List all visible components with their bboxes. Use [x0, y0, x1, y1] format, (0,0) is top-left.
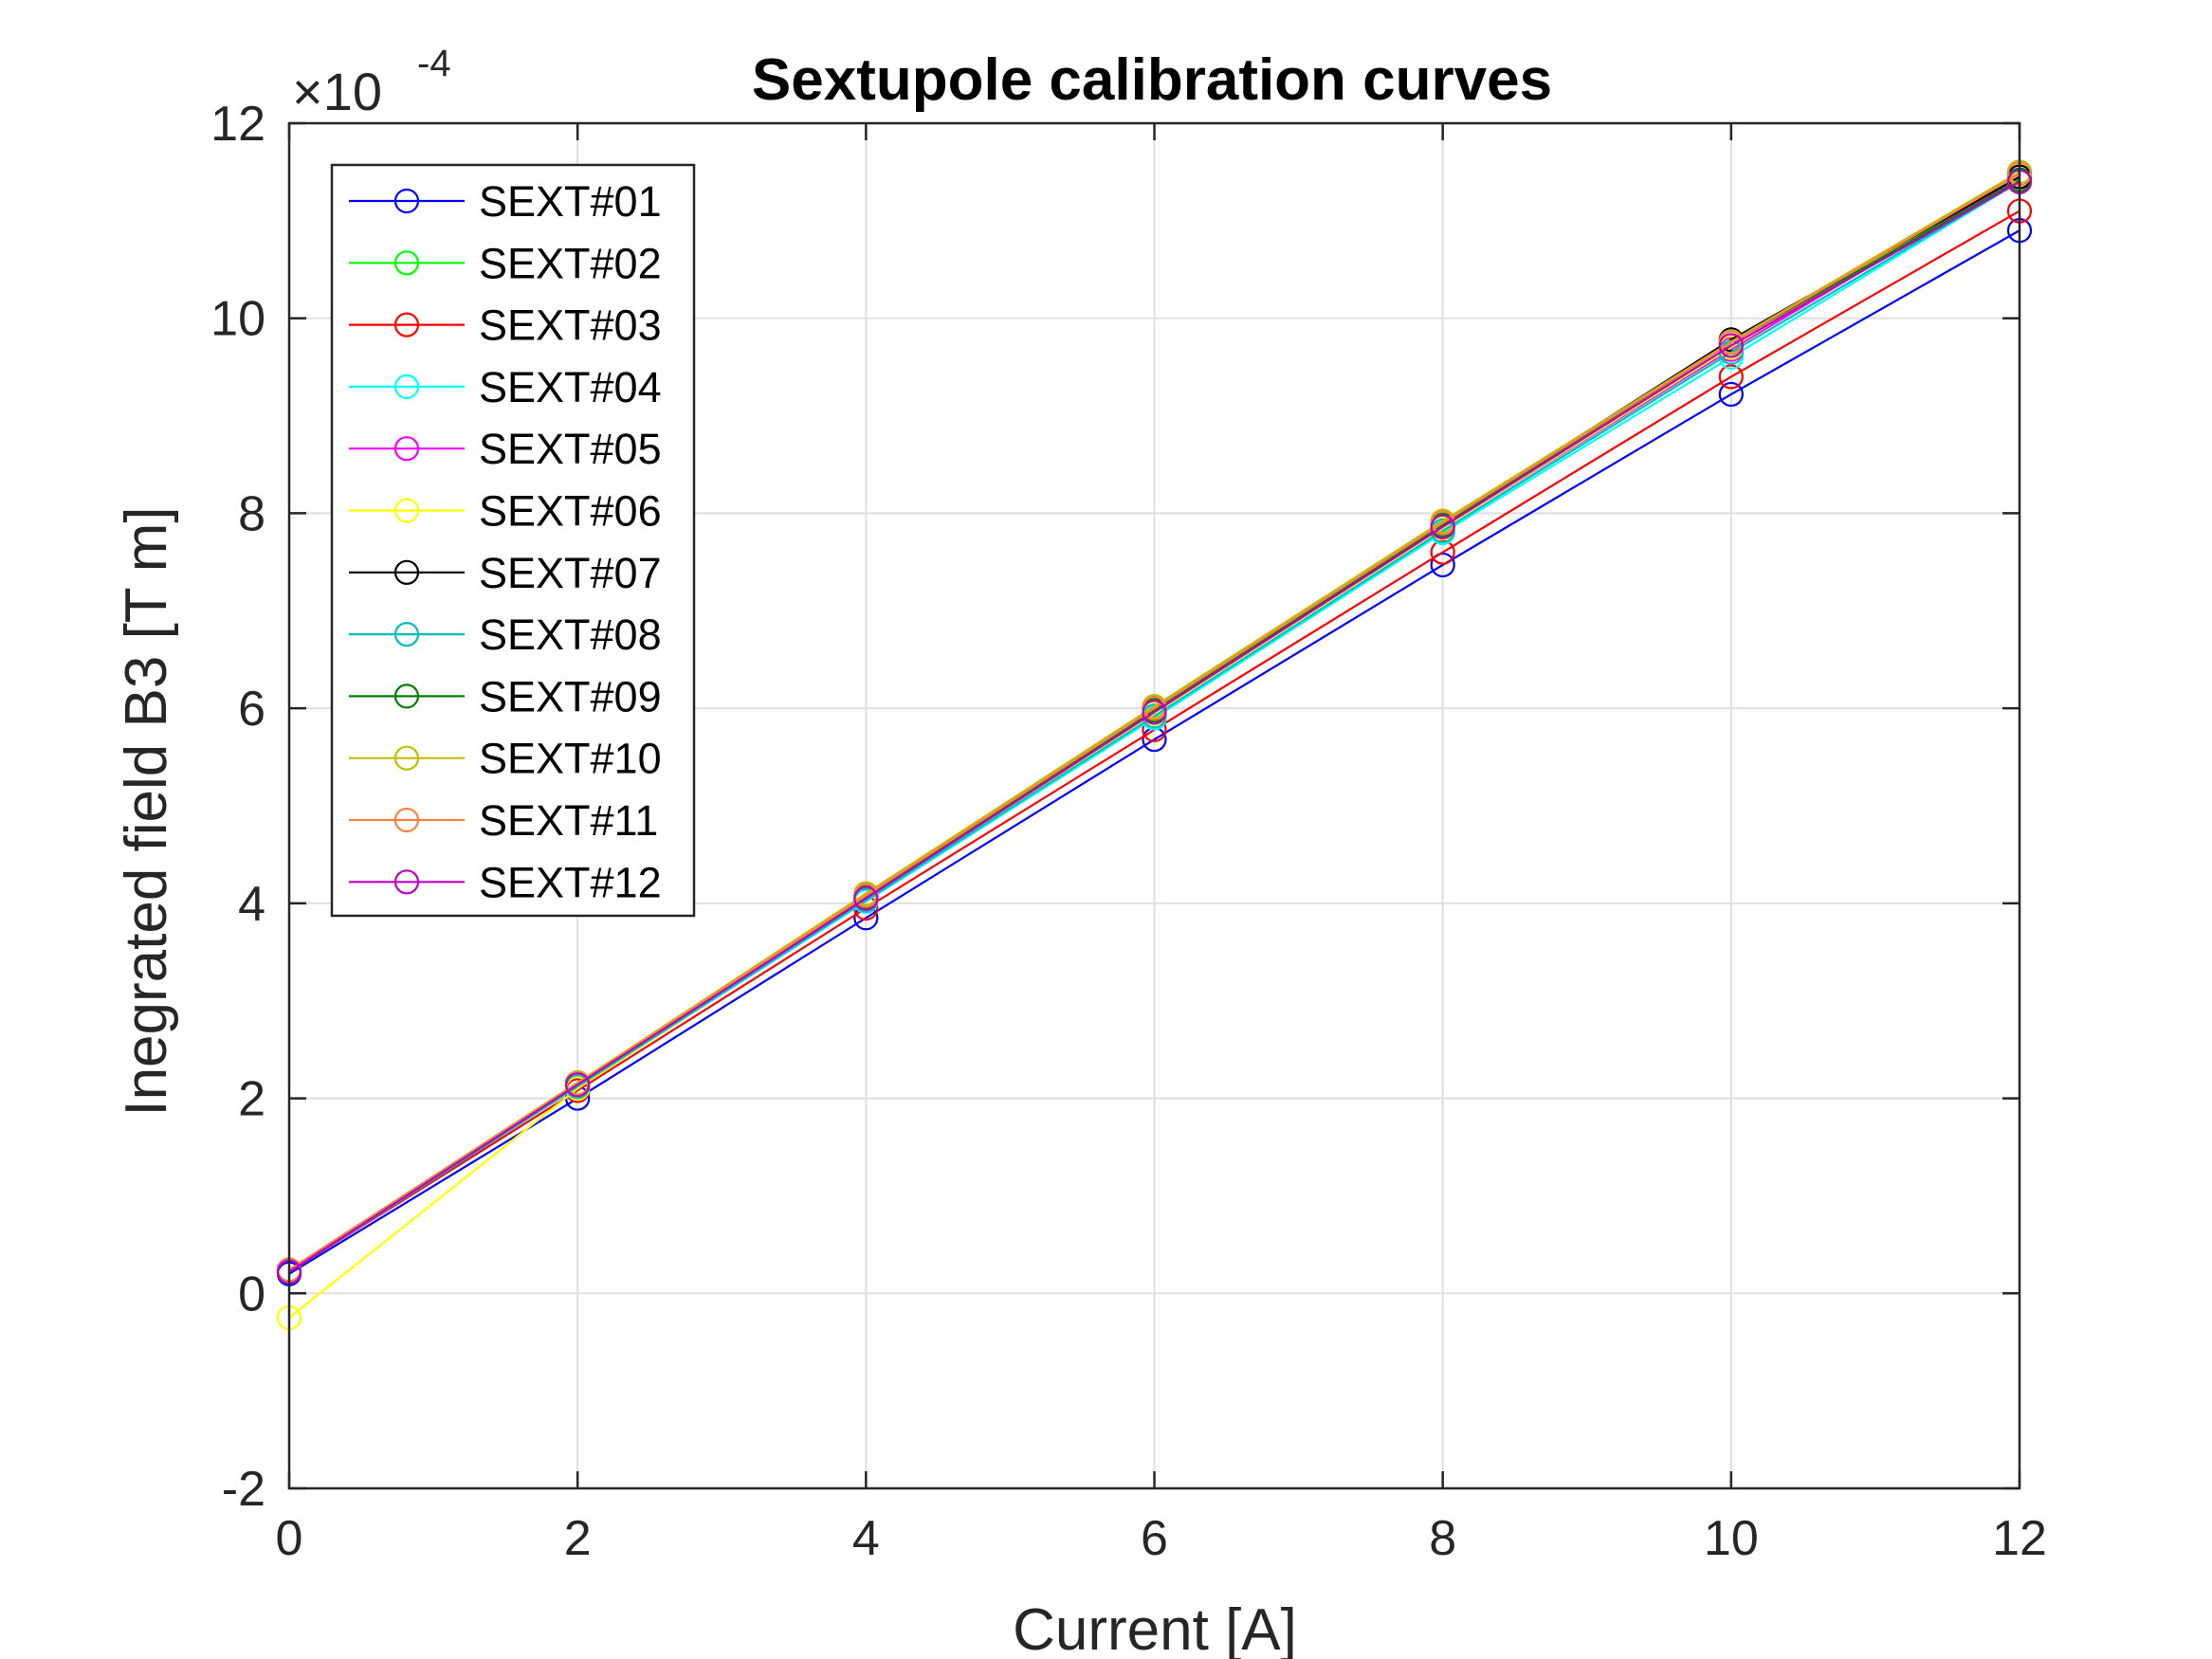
- data-point: [1718, 364, 1744, 390]
- legend-entry: SEXT#08: [349, 611, 662, 659]
- legend-marker: [393, 869, 420, 895]
- y-tick-label: 12: [210, 97, 265, 152]
- x-tick-label: 2: [564, 1511, 592, 1566]
- legend-marker: [393, 559, 420, 585]
- y-tick-label: -2: [222, 1462, 265, 1517]
- legend-label: SEXT#06: [479, 487, 662, 536]
- x-tick-label: 6: [1141, 1511, 1168, 1566]
- plot-series: [276, 159, 2033, 1331]
- data-point: [565, 1072, 591, 1098]
- y-tick-label: 6: [238, 682, 265, 737]
- legend-marker: [393, 745, 420, 771]
- legend-entry: SEXT#01: [349, 177, 662, 226]
- legend-entry: SEXT#11: [349, 796, 658, 845]
- legend-entry: SEXT#06: [349, 487, 662, 536]
- legend-marker: [393, 621, 420, 647]
- legend-entries: SEXT#01 SEXT#02 SEXT#03 SEXT#04 SEXT#05 SEXT#…: [349, 177, 662, 906]
- legend-entry: SEXT#10: [349, 735, 662, 783]
- legend-label: SEXT#02: [479, 239, 662, 287]
- legend-label: SEXT#09: [479, 672, 662, 720]
- x-axis-label: Current [A]: [1013, 1597, 1297, 1659]
- legend-box: [330, 163, 696, 918]
- series-line: [288, 180, 2020, 1273]
- legend-marker: [393, 436, 420, 462]
- legend-label: SEXT#11: [479, 796, 658, 845]
- legend-marker: [393, 188, 420, 214]
- x-tick-label: 8: [1429, 1511, 1456, 1566]
- legend-entry: SEXT#07: [349, 549, 662, 597]
- legend-marker: [393, 684, 420, 709]
- legend-entry: SEXT#05: [349, 425, 662, 473]
- legend-marker: [393, 807, 420, 833]
- x-tick-label: 4: [852, 1511, 880, 1566]
- chart-title: Sextupole calibration curves: [752, 47, 1552, 113]
- y-axis-exponent-base: ×10: [292, 62, 382, 121]
- data-point: [1430, 539, 1455, 565]
- y-tick-label: 0: [238, 1267, 265, 1322]
- legend-marker: [393, 374, 420, 399]
- legend-label: SEXT#03: [479, 301, 662, 350]
- legend-entry: SEXT#02: [349, 239, 662, 287]
- legend-entry: SEXT#12: [349, 858, 662, 906]
- x-tick-label: 12: [1992, 1511, 2047, 1566]
- y-tick-label: 10: [210, 292, 265, 347]
- legend-label: SEXT#01: [479, 177, 662, 226]
- y-tick-label: 4: [238, 877, 265, 932]
- y-tick-label: 2: [238, 1072, 265, 1127]
- legend-label: SEXT#07: [479, 549, 662, 597]
- legend-entry: SEXT#04: [349, 363, 662, 411]
- x-tick-label: 10: [1704, 1511, 1759, 1566]
- legend-marker: [393, 498, 420, 523]
- legend-marker: [393, 312, 420, 337]
- x-tick-label: 0: [276, 1511, 303, 1566]
- data-point: [1718, 333, 1744, 358]
- data-point: [1430, 514, 1455, 539]
- y-tick-label: 8: [238, 486, 265, 541]
- data-point: [1718, 381, 1744, 408]
- legend-label: SEXT#05: [479, 425, 662, 473]
- data-point: [1430, 552, 1455, 578]
- legend-label: SEXT#12: [479, 858, 662, 906]
- y-axis-exponent-power: -4: [417, 43, 451, 84]
- legend-entry: SEXT#03: [349, 301, 662, 350]
- legend: SEXT#01 SEXT#02 SEXT#03 SEXT#04 SEXT#05 SEXT#…: [330, 163, 696, 918]
- data-point: [853, 885, 879, 911]
- y-axis-label: Inegrated field B3 [T m]: [114, 506, 179, 1116]
- legend-entry: SEXT#09: [349, 672, 662, 720]
- legend-label: SEXT#04: [479, 363, 662, 411]
- legend-marker: [393, 250, 420, 276]
- legend-label: SEXT#10: [479, 735, 662, 783]
- data-point: [1142, 700, 1167, 725]
- legend-label: SEXT#08: [479, 611, 662, 659]
